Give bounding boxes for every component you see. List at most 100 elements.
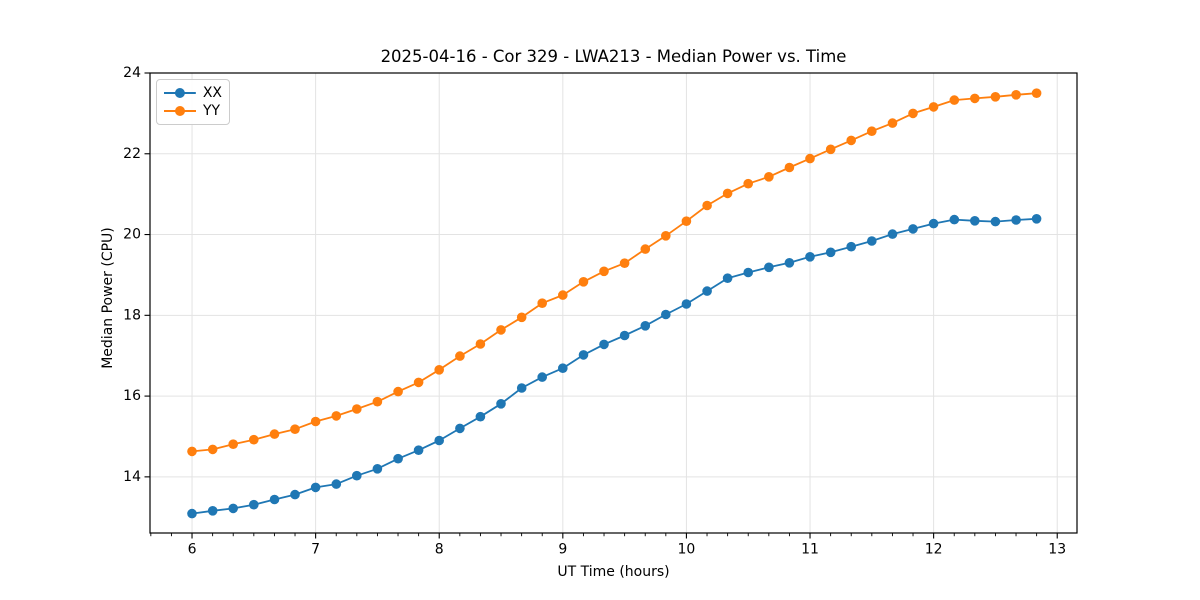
data-point-yy	[187, 446, 197, 457]
data-point-yy	[970, 93, 980, 104]
data-point-yy	[805, 153, 815, 164]
data-point-yy	[269, 429, 280, 439]
x-tick-label: 10	[678, 542, 696, 558]
data-point-yy	[207, 444, 218, 455]
data-point-xx	[475, 411, 486, 422]
data-point-yy	[825, 144, 836, 155]
data-point-yy	[537, 298, 547, 309]
data-point-xx	[619, 330, 630, 341]
data-point-xx	[249, 499, 259, 510]
data-point-yy	[1011, 90, 1021, 100]
data-point-xx	[805, 251, 815, 262]
x-tick-label: 6	[188, 542, 197, 558]
data-point-xx	[743, 267, 753, 278]
x-tick-label: 13	[1048, 542, 1066, 558]
y-tick-label: 18	[123, 307, 141, 323]
data-point-yy	[455, 351, 465, 361]
data-point-yy	[928, 102, 939, 112]
data-point-yy	[558, 290, 568, 300]
line-marker-swatch-icon	[164, 88, 196, 98]
data-point-xx	[558, 363, 568, 374]
data-point-yy	[640, 244, 651, 254]
y-tick-label: 22	[123, 146, 141, 162]
data-point-xx	[228, 503, 238, 514]
x-tick-label: 12	[925, 542, 943, 558]
legend-entry-yy: YY	[164, 104, 222, 118]
data-point-yy	[722, 188, 733, 199]
data-point-yy	[372, 396, 383, 407]
data-point-yy	[661, 231, 671, 241]
data-point-yy	[908, 108, 918, 119]
data-point-yy	[249, 434, 259, 445]
data-point-xx	[661, 309, 671, 320]
data-point-xx	[928, 218, 939, 229]
data-point-yy	[702, 200, 712, 211]
data-point-yy	[578, 277, 589, 287]
x-tick-label: 8	[435, 542, 444, 558]
x-tick-label: 11	[801, 542, 819, 558]
data-point-yy	[434, 365, 445, 375]
data-point-yy	[619, 258, 630, 269]
data-point-xx	[310, 482, 321, 493]
data-point-xx	[352, 470, 362, 481]
line-marker-swatch-icon	[164, 106, 196, 116]
data-point-xx	[908, 224, 918, 234]
y-tick-label: 20	[123, 227, 141, 243]
data-point-xx	[825, 247, 836, 258]
data-point-xx	[702, 286, 712, 296]
x-axis-label: UT Time (hours)	[557, 564, 670, 580]
data-point-yy	[310, 416, 321, 427]
plot-frame	[149, 72, 1078, 534]
data-point-yy	[990, 92, 1001, 102]
series-line-yy	[191, 92, 1037, 453]
data-point-xx	[599, 339, 609, 350]
data-point-yy	[413, 377, 424, 388]
y-tick-label: 14	[123, 469, 141, 485]
data-point-yy	[228, 439, 238, 450]
y-tick-label: 24	[123, 65, 141, 81]
legend-label: YY	[203, 103, 221, 119]
data-point-xx	[949, 214, 960, 225]
data-point-yy	[949, 95, 960, 105]
data-point-xx	[867, 236, 877, 246]
chart-title: 2025-04-16 - Cor 329 - LWA213 - Median P…	[380, 47, 847, 66]
data-point-xx	[537, 372, 547, 382]
x-tick-label: 7	[311, 542, 320, 558]
data-point-xx	[1011, 215, 1021, 225]
legend-label: XX	[202, 85, 222, 101]
data-point-xx	[990, 216, 1001, 227]
series-line-xx	[191, 217, 1037, 515]
data-point-yy	[784, 162, 795, 173]
data-point-xx	[640, 321, 651, 331]
data-point-yy	[352, 404, 362, 414]
y-axis-label: Median Power (CPU)	[100, 227, 116, 369]
data-point-xx	[1031, 214, 1042, 224]
data-point-yy	[331, 411, 342, 421]
data-point-xx	[372, 464, 383, 474]
data-point-yy	[681, 216, 692, 226]
data-point-xx	[455, 423, 465, 434]
legend: XX YY	[156, 79, 230, 125]
data-point-xx	[496, 399, 506, 409]
data-point-yy	[393, 386, 403, 397]
data-point-xx	[764, 262, 774, 273]
data-point-xx	[722, 273, 733, 284]
y-tick-label: 16	[123, 388, 141, 404]
data-point-xx	[784, 258, 795, 268]
data-point-yy	[887, 118, 898, 128]
x-tick-label: 9	[558, 542, 567, 558]
data-point-xx	[187, 508, 197, 519]
data-point-xx	[846, 241, 856, 252]
data-point-xx	[290, 489, 300, 500]
legend-entry-xx: XX	[164, 86, 222, 100]
data-point-xx	[207, 506, 218, 516]
data-point-xx	[681, 299, 692, 309]
data-point-xx	[269, 494, 280, 505]
data-point-xx	[887, 229, 898, 239]
data-point-yy	[496, 325, 506, 335]
data-point-xx	[393, 453, 403, 464]
data-point-xx	[331, 479, 342, 489]
data-point-xx	[413, 445, 424, 456]
data-point-xx	[516, 383, 527, 393]
